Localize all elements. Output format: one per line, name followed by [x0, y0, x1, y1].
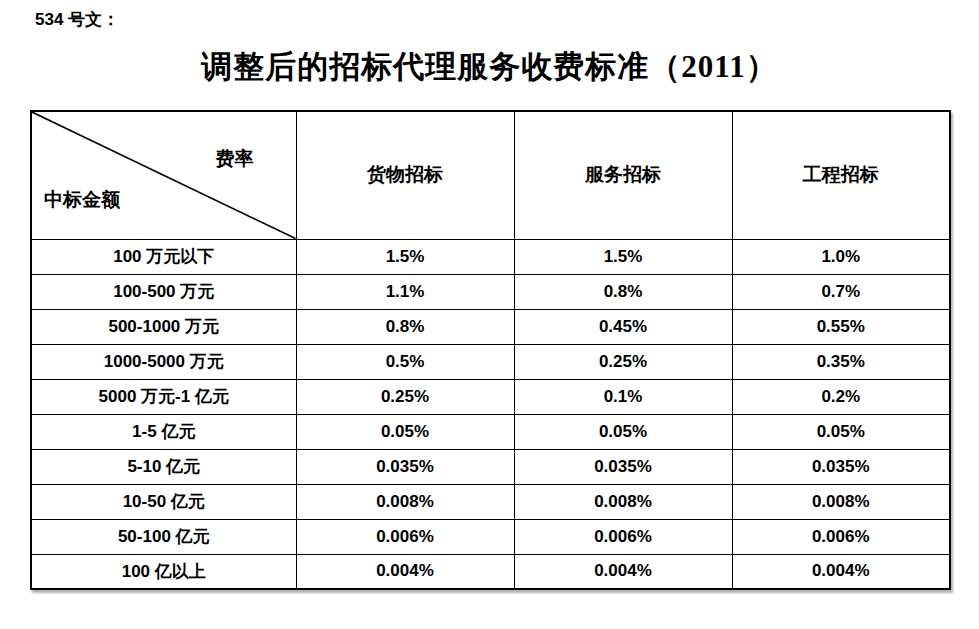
services-rate-cell: 1.5%	[514, 239, 732, 274]
doc-number-label: 534 号文：	[35, 8, 119, 31]
amount-range-cell: 1000-5000 万元	[31, 344, 296, 379]
goods-rate-cell: 0.008%	[296, 484, 514, 519]
works-rate-cell: 0.004%	[732, 554, 950, 589]
services-rate-cell: 0.035%	[514, 449, 732, 484]
amount-range-cell: 5-10 亿元	[31, 449, 296, 484]
amount-range-cell: 100 万元以下	[31, 239, 296, 274]
services-rate-cell: 0.004%	[514, 554, 732, 589]
amount-range-cell: 50-100 亿元	[31, 519, 296, 554]
table-row: 5-10 亿元 0.035% 0.035% 0.035%	[31, 449, 950, 484]
table-row: 100-500 万元 1.1% 0.8% 0.7%	[31, 274, 950, 309]
goods-rate-cell: 0.004%	[296, 554, 514, 589]
services-rate-cell: 0.8%	[514, 274, 732, 309]
goods-rate-cell: 0.25%	[296, 379, 514, 414]
amount-range-cell: 100 亿以上	[31, 554, 296, 589]
goods-rate-cell: 0.05%	[296, 414, 514, 449]
services-rate-cell: 0.1%	[514, 379, 732, 414]
table-row: 1000-5000 万元 0.5% 0.25% 0.35%	[31, 344, 950, 379]
table-row: 50-100 亿元 0.006% 0.006% 0.006%	[31, 519, 950, 554]
amount-range-cell: 10-50 亿元	[31, 484, 296, 519]
works-rate-cell: 0.35%	[732, 344, 950, 379]
services-rate-cell: 0.008%	[514, 484, 732, 519]
works-rate-cell: 0.2%	[732, 379, 950, 414]
works-rate-cell: 0.55%	[732, 309, 950, 344]
page-title: 调整后的招标代理服务收费标准（2011）	[0, 46, 979, 88]
table-row: 500-1000 万元 0.8% 0.45% 0.55%	[31, 309, 950, 344]
services-rate-cell: 0.05%	[514, 414, 732, 449]
table-header-row: 费率 中标金额 货物招标 服务招标 工程招标	[31, 111, 950, 239]
diagonal-divider-line	[32, 112, 296, 239]
works-rate-cell: 0.7%	[732, 274, 950, 309]
services-rate-cell: 0.006%	[514, 519, 732, 554]
services-rate-cell: 0.25%	[514, 344, 732, 379]
goods-rate-cell: 1.1%	[296, 274, 514, 309]
goods-rate-cell: 0.006%	[296, 519, 514, 554]
fee-rate-label: 费率	[216, 146, 254, 172]
services-rate-cell: 0.45%	[514, 309, 732, 344]
column-header-goods: 货物招标	[296, 111, 514, 239]
amount-range-cell: 5000 万元-1 亿元	[31, 379, 296, 414]
amount-range-cell: 100-500 万元	[31, 274, 296, 309]
works-rate-cell: 0.05%	[732, 414, 950, 449]
diagonal-header-cell: 费率 中标金额	[31, 111, 296, 239]
amount-range-cell: 500-1000 万元	[31, 309, 296, 344]
goods-rate-cell: 0.5%	[296, 344, 514, 379]
table-row: 100 万元以下 1.5% 1.5% 1.0%	[31, 239, 950, 274]
goods-rate-cell: 0.8%	[296, 309, 514, 344]
column-header-services: 服务招标	[514, 111, 732, 239]
goods-rate-cell: 0.035%	[296, 449, 514, 484]
works-rate-cell: 0.006%	[732, 519, 950, 554]
goods-rate-cell: 1.5%	[296, 239, 514, 274]
table-row: 1-5 亿元 0.05% 0.05% 0.05%	[31, 414, 950, 449]
award-amount-label: 中标金额	[44, 187, 120, 213]
table-row: 5000 万元-1 亿元 0.25% 0.1% 0.2%	[31, 379, 950, 414]
fee-standard-table: 费率 中标金额 货物招标 服务招标 工程招标 100 万元以下 1.5% 1.5…	[30, 110, 951, 590]
column-header-works: 工程招标	[732, 111, 950, 239]
works-rate-cell: 1.0%	[732, 239, 950, 274]
table-row: 100 亿以上 0.004% 0.004% 0.004%	[31, 554, 950, 589]
works-rate-cell: 0.008%	[732, 484, 950, 519]
amount-range-cell: 1-5 亿元	[31, 414, 296, 449]
table-row: 10-50 亿元 0.008% 0.008% 0.008%	[31, 484, 950, 519]
works-rate-cell: 0.035%	[732, 449, 950, 484]
